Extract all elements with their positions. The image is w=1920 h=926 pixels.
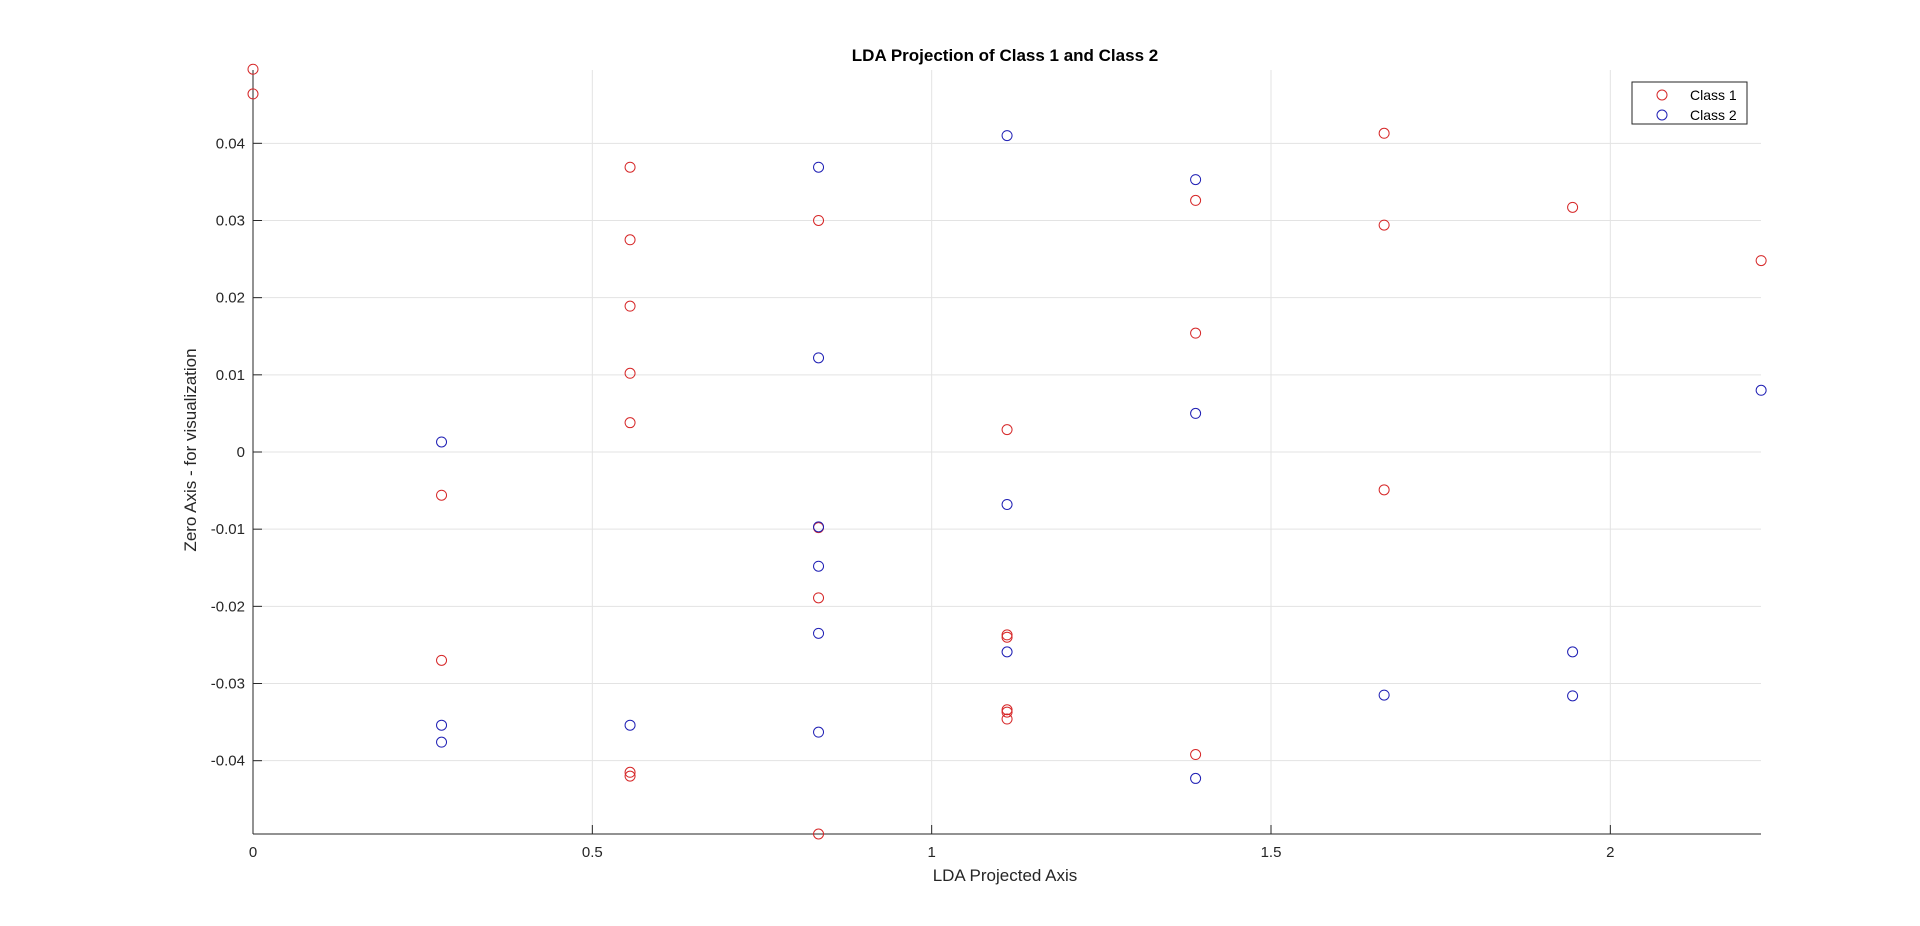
class-1-point — [247, 63, 259, 75]
class-1-point — [1001, 706, 1013, 718]
y-tick-label: 0.01 — [216, 367, 245, 384]
class-1-point — [1567, 201, 1579, 213]
class-1-point — [624, 766, 636, 778]
y-tick-label: 0 — [237, 444, 245, 461]
legend-label-class-1: Class 1 — [1690, 87, 1737, 103]
class-2-point — [1190, 174, 1202, 186]
legend-box — [1631, 81, 1748, 125]
class-1-point — [1001, 424, 1013, 436]
class-2-point — [1190, 407, 1202, 419]
class-2-point — [813, 521, 825, 533]
class-2-point — [1001, 130, 1013, 142]
class-2-point — [813, 726, 825, 738]
class-2-point — [1190, 772, 1202, 784]
class-1-point — [624, 367, 636, 379]
class-2-point — [813, 627, 825, 639]
class-2-point — [1755, 384, 1767, 396]
class-1-point — [436, 489, 448, 501]
class-1-point — [1001, 629, 1013, 641]
class-1-point — [1001, 704, 1013, 716]
x-tick-label: 0 — [249, 844, 257, 861]
class-1-point — [624, 770, 636, 782]
class-1-point — [1755, 255, 1767, 267]
legend-marker-class-1 — [1656, 89, 1668, 101]
class-2-point — [1567, 690, 1579, 702]
tick-labels: 0 0.5 1 1.5 2 -0.04 -0.03 -0.02 -0.01 0 0.01 0.02 0.… — [211, 135, 1615, 861]
data-points — [247, 63, 1767, 840]
chart-title: LDA Projection of Class 1 and Class 2 — [852, 46, 1158, 65]
y-tick-label: 0.03 — [216, 212, 245, 229]
class-1-point — [1190, 327, 1202, 339]
x-tick-label: 0.5 — [582, 844, 603, 861]
class-1-point — [624, 417, 636, 429]
y-axis-label: Zero Axis - for visualization — [181, 348, 200, 551]
class-1-point — [247, 88, 259, 100]
class-1-point — [813, 592, 825, 604]
class-1-point — [1001, 631, 1013, 643]
grid-lines — [252, 70, 1761, 834]
y-tick-label: 0.02 — [216, 290, 245, 307]
y-tick-label: -0.01 — [211, 521, 245, 538]
y-tick-label: 0.04 — [216, 135, 245, 152]
class-1-point — [813, 522, 825, 534]
x-tick-label: 2 — [1606, 844, 1614, 861]
class-1-point — [1001, 713, 1013, 725]
class-2-point — [1378, 689, 1390, 701]
class-2-point — [436, 736, 448, 748]
x-tick-label: 1 — [927, 844, 935, 861]
legend-label-class-2: Class 2 — [1690, 107, 1737, 123]
legend-marker-class-2 — [1656, 109, 1668, 121]
class-2-point — [813, 352, 825, 364]
class-1-point — [813, 828, 825, 840]
class-1-point — [436, 654, 448, 666]
y-tick-label: -0.04 — [211, 753, 245, 770]
class-1-point — [624, 300, 636, 312]
x-tick-label: 1.5 — [1261, 844, 1282, 861]
class-1-point — [1190, 194, 1202, 206]
class-1-point — [1378, 219, 1390, 231]
class-1-point — [624, 234, 636, 246]
class-2-point — [1567, 646, 1579, 658]
class-2-point — [1001, 646, 1013, 658]
class-1-point — [1190, 749, 1202, 761]
class-2-point — [624, 719, 636, 731]
x-axis-label: LDA Projected Axis — [933, 866, 1078, 885]
y-tick-label: -0.03 — [211, 676, 245, 693]
y-tick-label: -0.02 — [211, 598, 245, 615]
class-2-point — [813, 560, 825, 572]
class-2-point — [436, 436, 448, 448]
class-2-point — [436, 719, 448, 731]
class-1-point — [813, 214, 825, 226]
class-1-point — [624, 161, 636, 173]
class-2-point — [813, 161, 825, 173]
class-2-point — [1001, 498, 1013, 510]
legend: Class 1 Class 2 — [1631, 81, 1748, 125]
class-1-point — [1378, 127, 1390, 139]
class-1-point — [1378, 484, 1390, 496]
